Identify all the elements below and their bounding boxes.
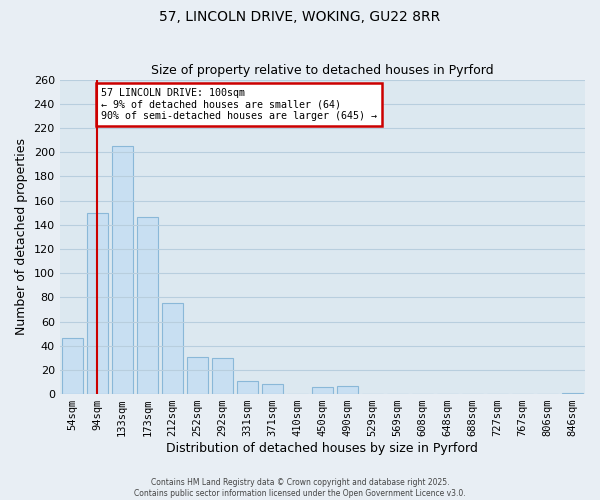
Y-axis label: Number of detached properties: Number of detached properties: [15, 138, 28, 336]
Bar: [187, 356, 208, 394]
Text: Contains HM Land Registry data © Crown copyright and database right 2025.
Contai: Contains HM Land Registry data © Crown c…: [134, 478, 466, 498]
X-axis label: Distribution of detached houses by size in Pyrford: Distribution of detached houses by size …: [166, 442, 478, 455]
Bar: [161, 304, 183, 394]
Bar: [312, 387, 333, 394]
Bar: [112, 146, 133, 394]
Bar: [236, 381, 258, 394]
Text: 57 LINCOLN DRIVE: 100sqm
← 9% of detached houses are smaller (64)
90% of semi-de: 57 LINCOLN DRIVE: 100sqm ← 9% of detache…: [101, 88, 377, 121]
Bar: [137, 218, 158, 394]
Bar: [262, 384, 283, 394]
Bar: [562, 393, 583, 394]
Text: 57, LINCOLN DRIVE, WOKING, GU22 8RR: 57, LINCOLN DRIVE, WOKING, GU22 8RR: [160, 10, 440, 24]
Bar: [62, 338, 83, 394]
Bar: [212, 358, 233, 394]
Bar: [86, 212, 108, 394]
Bar: [337, 386, 358, 394]
Title: Size of property relative to detached houses in Pyrford: Size of property relative to detached ho…: [151, 64, 494, 77]
